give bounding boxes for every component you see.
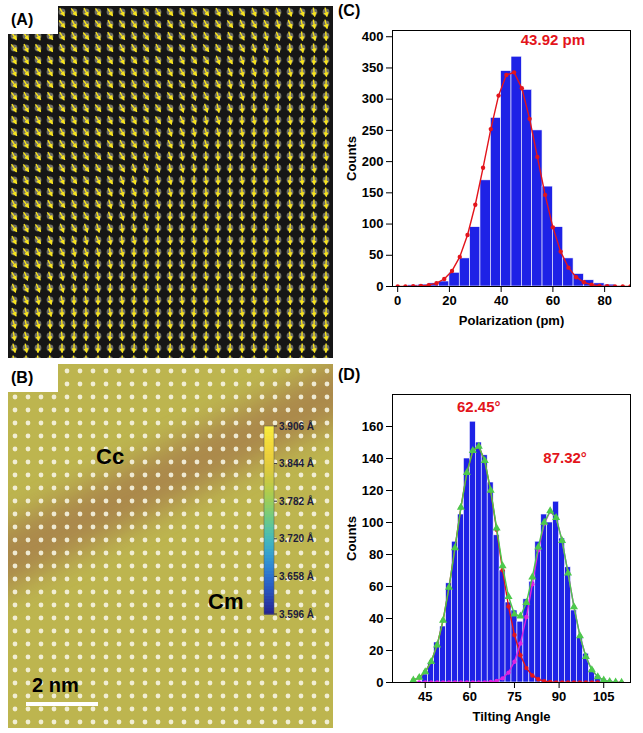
svg-text:Cm: Cm — [208, 589, 243, 614]
svg-text:20: 20 — [442, 293, 456, 308]
svg-text:100: 100 — [362, 216, 384, 231]
svg-text:90: 90 — [552, 689, 566, 704]
svg-text:60: 60 — [463, 689, 477, 704]
svg-text:Counts: Counts — [344, 516, 359, 561]
svg-text:3.658 Å: 3.658 Å — [279, 570, 314, 582]
svg-text:140: 140 — [362, 451, 384, 466]
svg-text:62.45°: 62.45° — [457, 398, 501, 415]
svg-text:87.32°: 87.32° — [543, 449, 587, 466]
svg-text:80: 80 — [597, 293, 611, 308]
svg-text:120: 120 — [362, 483, 384, 498]
svg-text:40: 40 — [369, 611, 383, 626]
svg-text:350: 350 — [362, 60, 384, 75]
svg-text:3.906 Å: 3.906 Å — [279, 420, 314, 432]
html-text:(D): (D) — [338, 366, 361, 383]
svg-text:(B): (B) — [11, 369, 33, 386]
svg-text:Counts: Counts — [344, 136, 359, 181]
html-text:(C): (C) — [338, 2, 361, 19]
svg-text:20: 20 — [369, 643, 383, 658]
svg-text:150: 150 — [362, 185, 384, 200]
svg-text:2 nm: 2 nm — [32, 674, 79, 696]
svg-text:60: 60 — [369, 579, 383, 594]
svg-text:Polarization (pm): Polarization (pm) — [459, 313, 564, 328]
svg-text:43.92 pm: 43.92 pm — [521, 31, 585, 48]
svg-text:Cc: Cc — [96, 444, 124, 469]
svg-text:50: 50 — [369, 247, 383, 262]
svg-text:45: 45 — [418, 689, 432, 704]
svg-text:100: 100 — [362, 515, 384, 530]
svg-text:(A): (A) — [11, 11, 33, 28]
svg-text:0: 0 — [394, 293, 401, 308]
svg-text:250: 250 — [362, 123, 384, 138]
svg-text:40: 40 — [494, 293, 508, 308]
svg-text:0: 0 — [376, 279, 383, 294]
svg-text:3.596 Å: 3.596 Å — [279, 608, 314, 620]
svg-text:75: 75 — [507, 689, 521, 704]
svg-text:160: 160 — [362, 419, 384, 434]
svg-text:3.720 Å: 3.720 Å — [279, 532, 314, 544]
svg-text:105: 105 — [593, 689, 615, 704]
svg-text:Tilting Angle: Tilting Angle — [473, 709, 551, 724]
svg-text:400: 400 — [362, 29, 384, 44]
svg-text:3.782 Å: 3.782 Å — [279, 495, 314, 507]
svg-text:300: 300 — [362, 91, 384, 106]
svg-text:0: 0 — [376, 675, 383, 690]
svg-text:60: 60 — [546, 293, 560, 308]
svg-text:80: 80 — [369, 547, 383, 562]
svg-text:3.844 Å: 3.844 Å — [279, 457, 314, 469]
svg-text:200: 200 — [362, 154, 384, 169]
